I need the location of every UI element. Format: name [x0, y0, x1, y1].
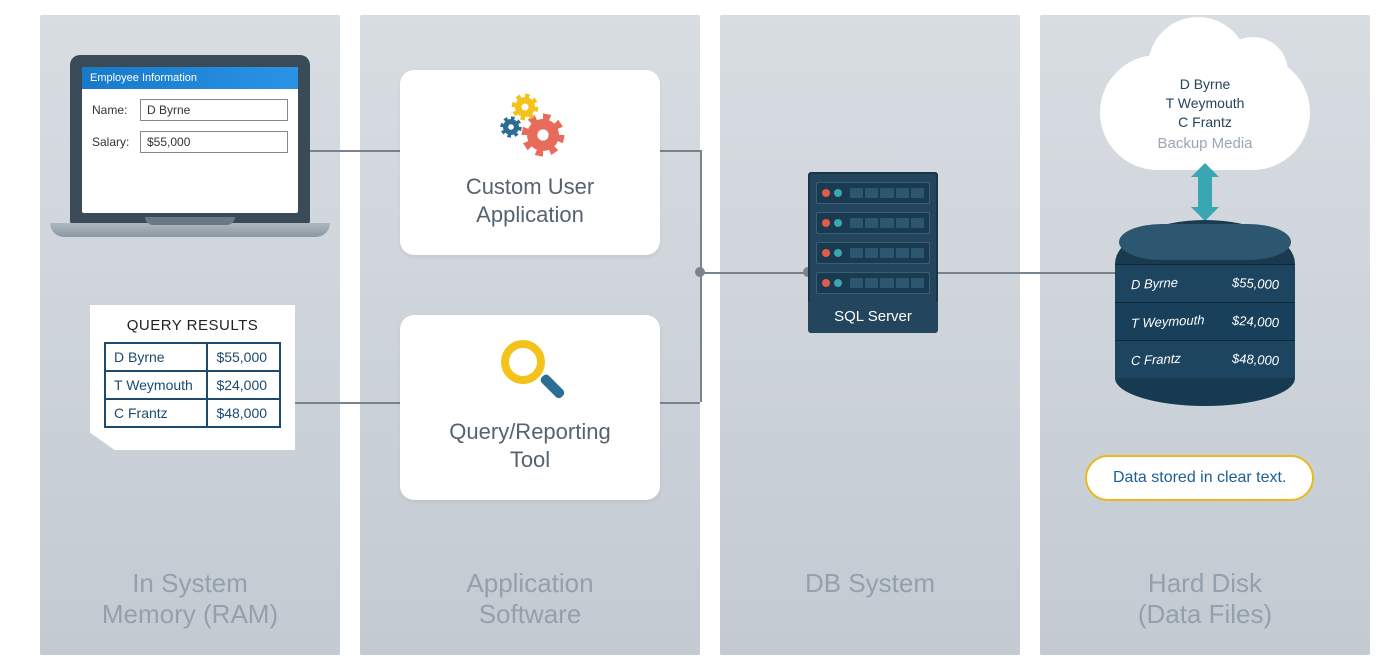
gear-svg	[485, 93, 575, 163]
field-value: $55,000	[140, 131, 288, 153]
backup-cloud: D ByrneT WeymouthC Frantz Backup Media	[1100, 55, 1310, 170]
cyl-name: D Byrne	[1131, 275, 1178, 292]
cylinder-top	[1115, 220, 1295, 264]
table-row: T Weymouth$24,000	[105, 371, 280, 399]
cyl-value: $48,000	[1232, 351, 1279, 368]
form-row: Salary:$55,000	[92, 131, 288, 153]
server-caption: SQL Server	[808, 302, 938, 333]
query-reporting-tool-card: Query/ReportingTool	[400, 315, 660, 500]
cell-name: D Byrne	[105, 343, 207, 371]
cell-name: C Frantz	[105, 399, 207, 427]
cyl-name: T Weymouth	[1131, 312, 1204, 331]
cyl-value: $55,000	[1232, 275, 1279, 292]
field-value: D Byrne	[140, 99, 288, 121]
custom-user-application-card: Custom UserApplication	[400, 70, 660, 255]
led-icon	[834, 219, 842, 227]
led-icon	[822, 279, 830, 287]
led-icon	[822, 219, 830, 227]
laptop-screen: Employee Information Name:D ByrneSalary:…	[70, 55, 310, 225]
custom-user-application-label: Custom UserApplication	[466, 173, 594, 228]
cylinder-row: T Weymouth $24,000	[1115, 302, 1295, 340]
clear-text-callout: Data stored in clear text.	[1085, 455, 1314, 501]
cell-name: T Weymouth	[105, 371, 207, 399]
cloud-text: D ByrneT WeymouthC Frantz Backup Media	[1100, 55, 1310, 154]
cloud-name: C Frantz	[1100, 113, 1310, 132]
form-titlebar: Employee Information	[82, 67, 298, 89]
server-row	[816, 242, 930, 264]
employee-form: Employee Information Name:D ByrneSalary:…	[82, 67, 298, 213]
led-icon	[834, 249, 842, 257]
table-row: D Byrne$55,000	[105, 343, 280, 371]
table-row: C Frantz$48,000	[105, 399, 280, 427]
server-row	[816, 272, 930, 294]
column-label-ram: In SystemMemory (RAM)	[40, 568, 340, 630]
cloud-name: T Weymouth	[1100, 94, 1310, 113]
query-reporting-tool-label: Query/ReportingTool	[449, 418, 610, 473]
gears-icon	[485, 93, 575, 163]
led-icon	[822, 249, 830, 257]
cylinder-row: D Byrne $55,000	[1115, 264, 1295, 302]
cell-value: $48,000	[207, 399, 280, 427]
server-body	[808, 172, 938, 304]
form-body: Name:D ByrneSalary:$55,000	[82, 89, 298, 173]
column-label-db: DB System	[720, 568, 1020, 599]
field-label: Salary:	[92, 135, 140, 149]
server-row	[816, 182, 930, 204]
cyl-name: C Frantz	[1131, 351, 1181, 369]
cell-value: $24,000	[207, 371, 280, 399]
column-label-disk: Hard Disk(Data Files)	[1040, 568, 1370, 630]
sql-server: SQL Server	[808, 172, 938, 333]
laptop: Employee Information Name:D ByrneSalary:…	[50, 55, 330, 237]
form-row: Name:D Byrne	[92, 99, 288, 121]
cloud-name: D Byrne	[1100, 75, 1310, 94]
query-results-table: D Byrne$55,000T Weymouth$24,000C Frantz$…	[104, 342, 281, 428]
column-label-app: ApplicationSoftware	[360, 568, 700, 630]
led-icon	[822, 189, 830, 197]
server-row	[816, 212, 930, 234]
cell-value: $55,000	[207, 343, 280, 371]
magnifier-icon	[495, 338, 565, 408]
query-results-paper: QUERY RESULTS D Byrne$55,000T Weymouth$2…	[90, 305, 295, 450]
query-results-title: QUERY RESULTS	[104, 317, 281, 334]
laptop-base	[50, 223, 330, 237]
database-cylinder: D Byrne $55,000 T Weymouth $24,000 C Frantz $…	[1115, 220, 1295, 406]
cylinder-row: C Frantz $48,000	[1115, 340, 1295, 378]
column-db	[720, 15, 1020, 655]
sync-arrow-icon	[1194, 163, 1216, 221]
led-icon	[834, 189, 842, 197]
cyl-value: $24,000	[1232, 313, 1279, 330]
cloud-caption: Backup Media	[1100, 134, 1310, 154]
cylinder-bottom	[1115, 378, 1295, 406]
led-icon	[834, 279, 842, 287]
field-label: Name:	[92, 103, 140, 117]
